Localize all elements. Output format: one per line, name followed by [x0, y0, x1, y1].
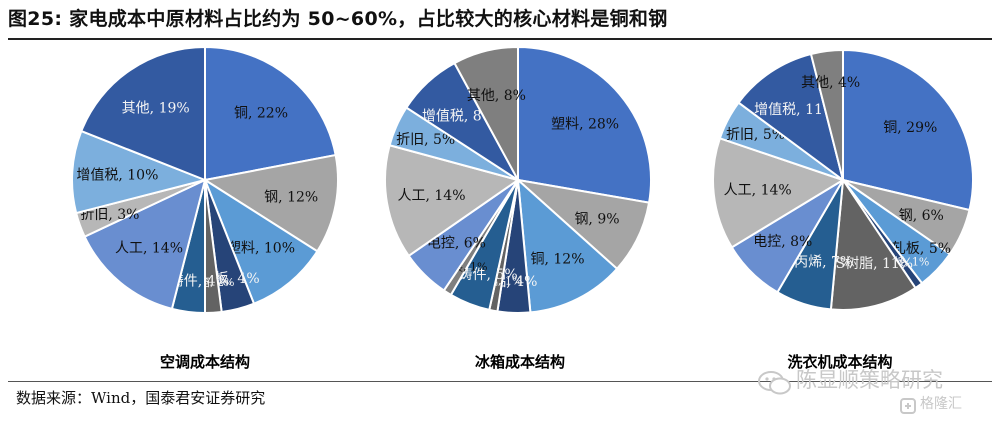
pie-chart-aircon: 铜, 22%钢, 12%塑料, 10%铝板, 4%铝箔, 2%铁铸件, 4%人工… — [71, 45, 339, 315]
slice-label: 铜, 12% — [530, 251, 584, 267]
slice-label: 人工, 14% — [724, 182, 792, 198]
slice-label: 塑料, 28% — [551, 117, 619, 133]
figure-title: 图25: 家电成本中原材料占比约为 50~60%，占比较大的核心材料是铜和钢 — [8, 8, 668, 30]
slice-label: 电控, 8% — [753, 234, 812, 250]
slice-label: 折旧, 5% — [726, 127, 785, 143]
slice-label: ABS树脂, 11% — [814, 256, 913, 272]
watermark-logo-text: 格隆汇 — [920, 396, 962, 412]
watermark: 陈显顺策略研究 格隆汇 — [752, 364, 992, 420]
pie-slice — [842, 48, 974, 212]
slice-label: 铜, 22% — [234, 105, 288, 121]
pie-slice — [204, 45, 337, 182]
slice-label: 聚丙烯, 7% — [780, 255, 853, 271]
slice-label: 其他, 8% — [467, 88, 526, 104]
data-source-note: 数据来源：Wind，国泰君安证券研究 — [16, 389, 266, 407]
pie-slice — [80, 45, 206, 182]
slice-label: 电控, 6% — [427, 236, 486, 252]
slice-label: 折旧, 5% — [396, 132, 455, 148]
chart-title-aircon: 空调成本结构 — [160, 353, 250, 371]
slice-label: 增值税, 8% — [422, 109, 495, 125]
pie-chart-fridge: 塑料, 28%钢, 9%铜, 12%铝, 4%玻璃, 1%铁铸件, 5%包装, … — [383, 45, 652, 314]
watermark-name: 陈显顺策略研究 — [796, 368, 943, 392]
slice-label: 钢, 9% — [574, 211, 619, 227]
pie-slice — [453, 45, 519, 181]
slice-label: 塑料, 10% — [227, 241, 295, 257]
slice-label: 钢, 12% — [264, 189, 318, 205]
chart-title-fridge: 冰箱成本结构 — [475, 353, 565, 371]
pie-slice — [809, 48, 844, 181]
slice-label: 其他, 4% — [801, 75, 860, 91]
chart-title-washer: 洗衣机成本结构 — [787, 353, 892, 371]
gelonghui-logo-icon — [900, 398, 916, 414]
source-divider — [8, 381, 992, 382]
pie-slice — [83, 178, 207, 311]
slice-label: 增值税, 10% — [76, 168, 158, 184]
pie-slice — [712, 137, 846, 249]
wechat-icon — [758, 371, 791, 395]
pie-slice — [202, 177, 319, 305]
slice-label: 铜, 29% — [883, 120, 937, 136]
pie-charts: 铜, 22%钢, 12%塑料, 10%铝板, 4%铝箔, 2%铁铸件, 4%人工… — [71, 45, 974, 371]
slice-label: 增值税, 11% — [754, 102, 836, 118]
pie-slice — [202, 153, 339, 253]
pie-slice — [383, 144, 521, 258]
slice-label: 人工, 14% — [397, 188, 465, 204]
slice-label: 折旧, 3% — [80, 207, 139, 223]
slice-label: 人工, 14% — [115, 241, 183, 257]
pie-slice — [829, 177, 917, 311]
slice-label: 其他, 19% — [122, 100, 190, 116]
pie-slice — [737, 52, 845, 183]
pie-slice — [71, 129, 209, 215]
title-divider — [8, 38, 992, 40]
pie-slice — [517, 45, 652, 204]
slice-label: 钢, 6% — [899, 208, 944, 224]
pie-chart-washer: 铜, 29%钢, 6%冷轧板, 5%镀锌板, 1%ABS树脂, 11%聚丙烯, … — [712, 48, 974, 311]
pie-slice — [516, 177, 619, 314]
